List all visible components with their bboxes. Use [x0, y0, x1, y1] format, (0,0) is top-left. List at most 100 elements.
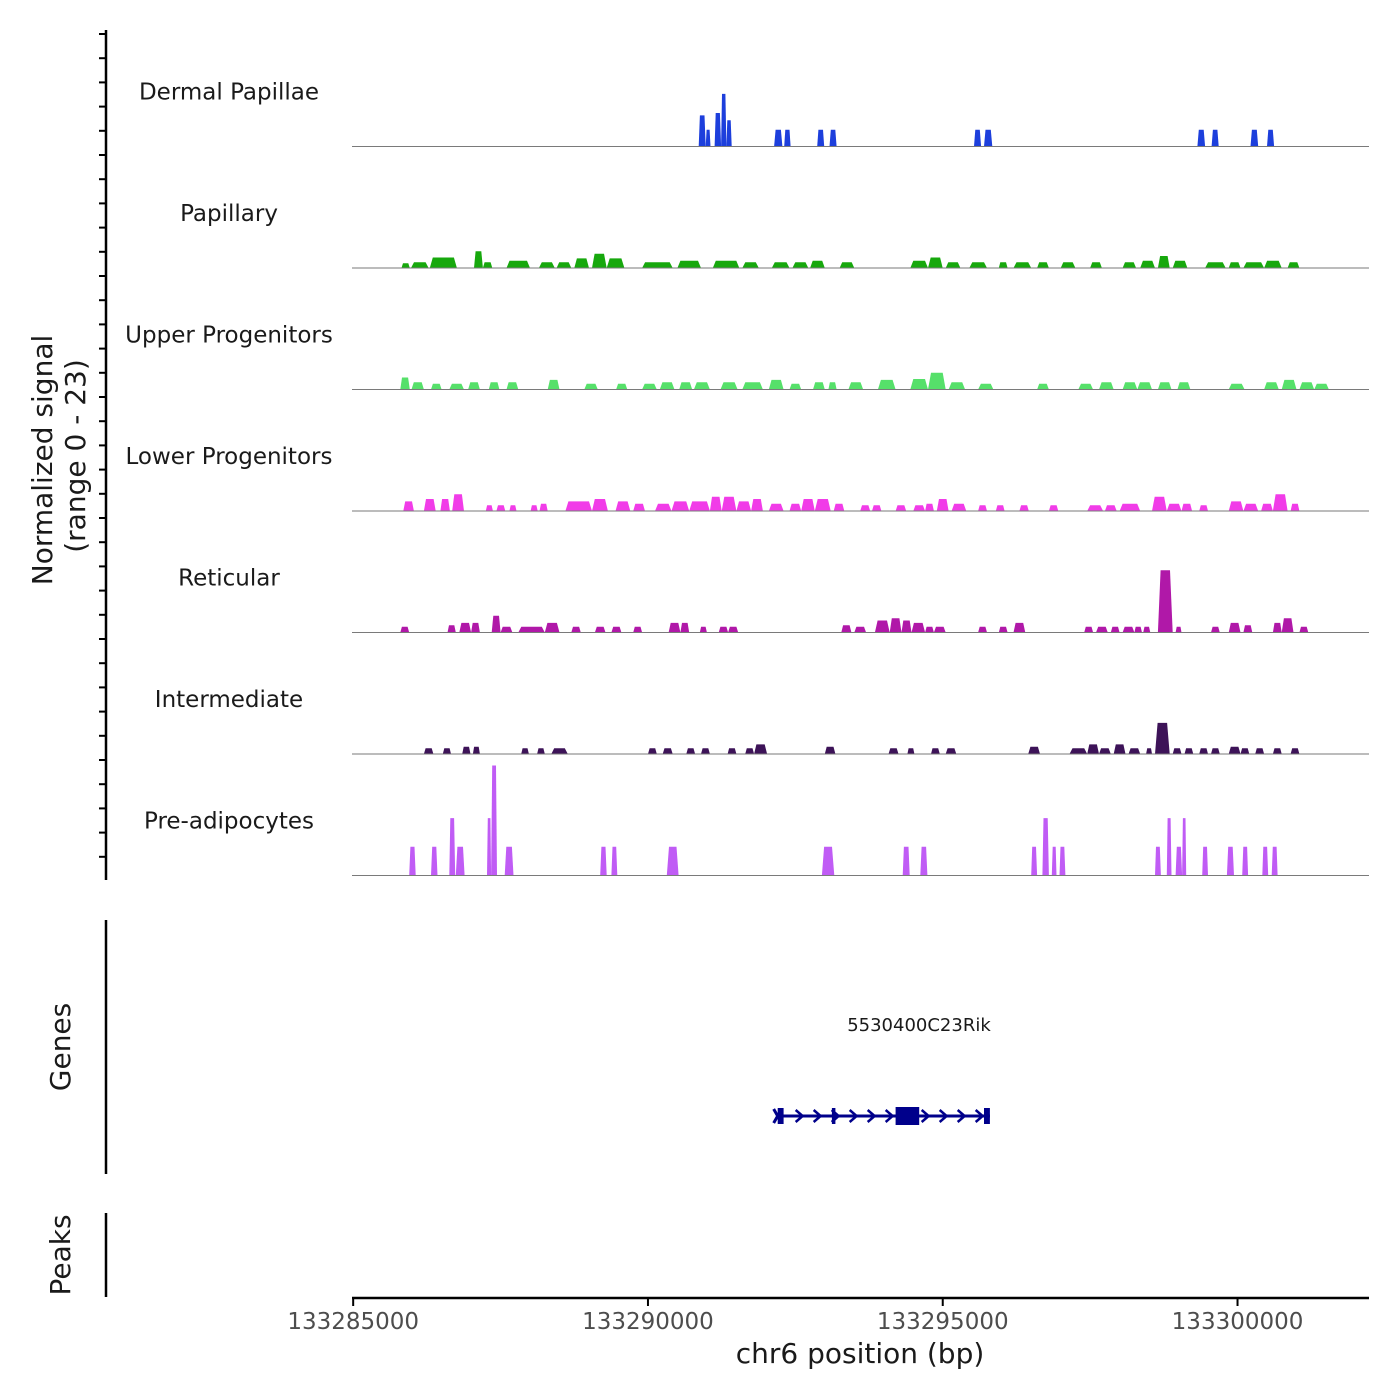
gene-exon	[777, 1108, 784, 1124]
coverage-peak	[1299, 382, 1315, 390]
coverage-peak	[1271, 846, 1278, 876]
gene-strand-arrow	[956, 1109, 967, 1123]
coverage-peak	[721, 93, 727, 147]
coverage-peak	[1037, 262, 1049, 268]
coverage-peak	[1261, 503, 1273, 511]
coverage-peak	[592, 253, 607, 268]
coverage-peak	[400, 626, 410, 633]
coverage-peak	[440, 499, 450, 511]
coverage-peak	[829, 129, 837, 147]
coverage-peak	[455, 846, 465, 876]
coverage-peak	[874, 620, 890, 633]
coverage-peak	[714, 113, 722, 147]
coverage-peak	[1197, 129, 1206, 147]
coverage-peak	[920, 846, 928, 876]
track-upper-progenitors: Upper Progenitors	[125, 323, 1369, 390]
coverage-peak	[1242, 846, 1249, 876]
coverage-peak	[1146, 748, 1152, 754]
coverage-peak	[482, 262, 493, 268]
coverage-peak	[1175, 626, 1182, 633]
coverage-peak	[928, 257, 943, 268]
coverage-peak	[813, 382, 825, 390]
coverage-peak	[686, 748, 696, 754]
gene-exon	[984, 1108, 990, 1124]
coverage-peak	[1122, 262, 1137, 268]
coverage-peak	[1069, 748, 1088, 754]
coverage-peak	[662, 748, 673, 754]
track-intermediate: Intermediate	[155, 687, 1369, 755]
coverage-peak	[1048, 505, 1059, 511]
coverage-peak	[1113, 744, 1126, 754]
coverage-peak	[551, 748, 568, 754]
track-label: Upper Progenitors	[125, 323, 333, 349]
coverage-peak	[1211, 748, 1220, 754]
coverage-peak	[1060, 262, 1076, 268]
coverage-peak	[518, 626, 545, 633]
coverage-peak	[1119, 503, 1141, 511]
coverage-peak	[839, 262, 855, 268]
gene-strand-arrow	[812, 1109, 823, 1123]
coverage-peak	[824, 746, 836, 754]
coverage-peak	[689, 501, 710, 511]
coverage-peak	[860, 505, 871, 511]
coverage-tracks: Dermal Papillae Papillary Upper Progenitor…	[125, 80, 1369, 876]
gene-strand-arrow	[794, 1109, 805, 1123]
coverage-peak	[1228, 501, 1244, 511]
coverage-peak	[488, 382, 500, 390]
x-axis-ticks: 133285000 133290000 133295000 133300000	[287, 1298, 1303, 1335]
coverage-peak	[544, 622, 560, 633]
coverage-peak	[611, 846, 618, 876]
coverage-peak	[1281, 379, 1297, 390]
coverage-peak	[720, 382, 738, 390]
coverage-peak	[680, 622, 690, 633]
coverage-peak	[429, 257, 457, 268]
coverage-peak	[1122, 382, 1138, 390]
coverage-peak	[1272, 494, 1288, 511]
coverage-peak	[1243, 625, 1253, 633]
coverage-peak	[1084, 626, 1094, 633]
coverage-peak	[1013, 262, 1032, 268]
coverage-peak	[1205, 262, 1226, 268]
gene-strand-arrow	[884, 1109, 895, 1123]
coverage-peak	[945, 748, 957, 754]
coverage-peak	[727, 748, 737, 754]
coverage-peak	[1255, 748, 1265, 754]
coverage-peak	[1137, 382, 1152, 390]
coverage-peak	[474, 251, 483, 268]
track-dermal-papillae: Dermal Papillae	[139, 80, 1369, 147]
coverage-peak	[1211, 626, 1220, 633]
coverage-peak	[936, 499, 949, 511]
coverage-peak	[1243, 503, 1259, 511]
coverage-peak	[1110, 626, 1120, 633]
coverage-peak	[821, 846, 835, 876]
coverage-peak	[547, 379, 560, 390]
coverage-peak	[677, 260, 701, 268]
coverage-peak	[1078, 383, 1094, 390]
coverage-peak	[509, 505, 517, 511]
coverage-peak	[1157, 382, 1172, 390]
coverage-peak	[974, 129, 982, 147]
coverage-peak	[500, 626, 513, 633]
coverage-peak	[556, 262, 572, 268]
x-axis-label: chr6 position (bp)	[736, 1337, 985, 1370]
coverage-peak	[400, 377, 410, 390]
coverage-peak	[1087, 505, 1104, 511]
coverage-peak	[1028, 746, 1040, 754]
coverage-peak	[978, 383, 994, 390]
coverage-peak	[679, 382, 693, 390]
coverage-peak	[911, 622, 926, 633]
coverage-peak	[810, 260, 825, 268]
coverage-peak	[913, 505, 926, 511]
coverage-peak	[1166, 503, 1182, 511]
coverage-peak	[491, 765, 497, 876]
coverage-peak	[504, 846, 514, 876]
coverage-peak	[506, 382, 519, 390]
coverage-peak	[565, 501, 592, 511]
coverage-peak	[877, 379, 896, 390]
coverage-peak	[1059, 846, 1066, 876]
coverage-peak	[841, 625, 852, 633]
coverage-peak	[1264, 260, 1282, 268]
coverage-peak	[521, 748, 529, 754]
gene-name-label[interactable]: 5530400C23Rik	[847, 1015, 991, 1036]
